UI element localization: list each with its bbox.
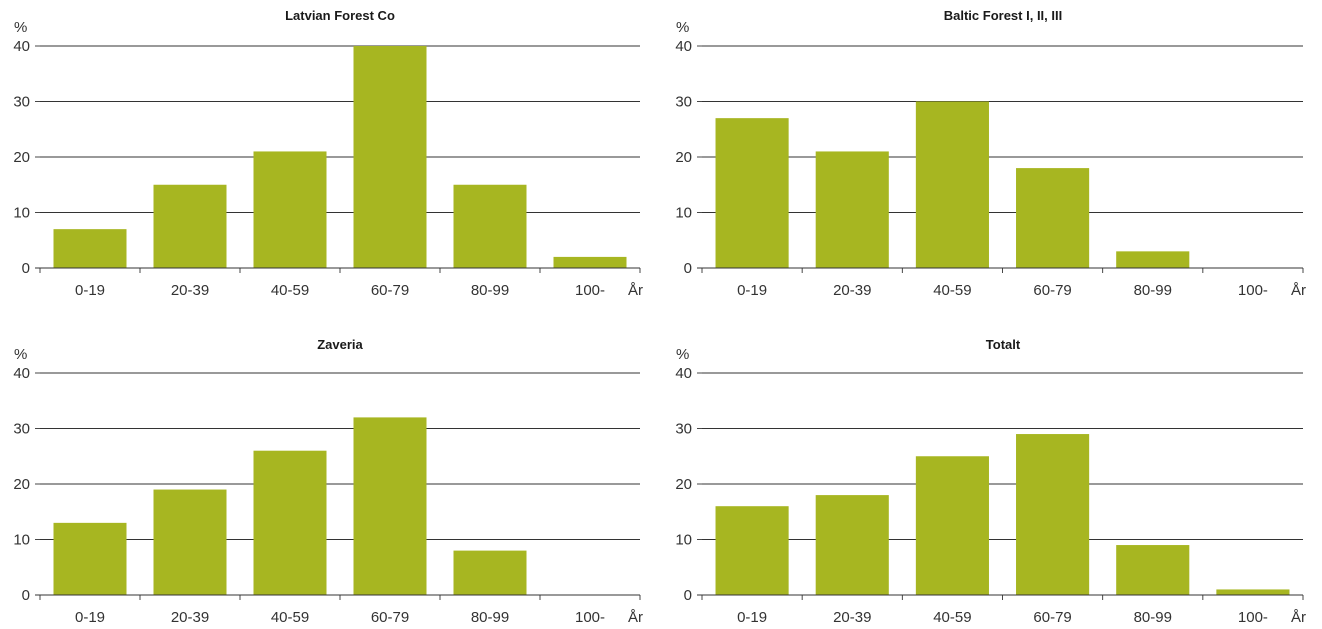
y-axis-unit-label: % <box>14 19 27 36</box>
chart-title: Zaveria <box>317 337 363 352</box>
bar-60-79 <box>353 417 427 595</box>
y-tick-label: 40 <box>675 365 692 382</box>
chart-panel-1: Latvian Forest Co% 0 10 20 30 40 0-19 20-39 40-5… <box>13 8 643 299</box>
bar-60-79 <box>1016 168 1090 268</box>
bar-40-59 <box>253 450 327 595</box>
x-tick-label: 0-19 <box>75 282 105 299</box>
bar-60-79 <box>353 46 427 268</box>
y-tick-label: 30 <box>13 421 30 438</box>
bar-20-39 <box>815 151 889 268</box>
bar-100- <box>1216 589 1290 595</box>
y-axis-unit-label: % <box>676 19 689 36</box>
x-tick-label: 40-59 <box>271 609 309 626</box>
y-tick-label: 10 <box>13 205 30 222</box>
x-tick-label: 60-79 <box>371 609 409 626</box>
x-tick-label: 100- <box>1238 282 1268 299</box>
y-tick-label: 20 <box>675 476 692 493</box>
y-tick-label: 40 <box>13 38 30 55</box>
bar-40-59 <box>915 101 989 268</box>
x-tick-label: 0-19 <box>737 282 767 299</box>
x-tick-label: 40-59 <box>933 282 971 299</box>
x-tick-label: 80-99 <box>471 282 509 299</box>
x-tick-label: 80-99 <box>1134 282 1172 299</box>
bar-0-19 <box>715 506 789 595</box>
bar-20-39 <box>153 184 227 268</box>
y-tick-label: 10 <box>675 205 692 222</box>
y-tick-label: 0 <box>22 260 30 277</box>
y-tick-label: 30 <box>675 94 692 111</box>
chart-panel-2: Baltic Forest I, II, III% 0 10 20 30 40 0-19 20… <box>675 8 1306 299</box>
bar-40-59 <box>253 151 327 268</box>
x-tick-label: 100- <box>575 282 605 299</box>
bar-100- <box>553 256 627 268</box>
x-tick-label: 40-59 <box>933 609 971 626</box>
x-tick-label: 60-79 <box>1033 609 1071 626</box>
x-axis-unit-label: År <box>628 609 643 626</box>
y-axis-unit-label: % <box>14 346 27 363</box>
y-tick-label: 40 <box>13 365 30 382</box>
x-axis-unit-label: År <box>628 282 643 299</box>
bar-60-79 <box>1016 434 1090 595</box>
bar-20-39 <box>153 489 227 595</box>
x-axis-unit-label: År <box>1291 282 1306 299</box>
chart-panel-3: Zaveria% 0 10 20 30 40 0-19 20-39 40-59 60-79 80-9… <box>13 337 643 626</box>
x-tick-label: 80-99 <box>1134 609 1172 626</box>
bar-80-99 <box>453 550 527 595</box>
y-tick-label: 30 <box>675 421 692 438</box>
x-tick-label: 0-19 <box>75 609 105 626</box>
x-tick-label: 80-99 <box>471 609 509 626</box>
x-tick-label: 20-39 <box>833 282 871 299</box>
x-tick-label: 20-39 <box>171 282 209 299</box>
chart-title: Totalt <box>986 337 1021 352</box>
y-tick-label: 20 <box>675 149 692 166</box>
y-tick-label: 20 <box>13 476 30 493</box>
x-tick-label: 60-79 <box>1033 282 1071 299</box>
y-tick-label: 0 <box>684 587 692 604</box>
y-tick-label: 10 <box>13 532 30 549</box>
chart-title: Latvian Forest Co <box>285 8 395 23</box>
chart-title: Baltic Forest I, II, III <box>944 8 1062 23</box>
bar-0-19 <box>53 229 127 268</box>
y-tick-label: 20 <box>13 149 30 166</box>
x-axis-unit-label: År <box>1291 609 1306 626</box>
bar-80-99 <box>453 184 527 268</box>
bar-80-99 <box>1116 545 1190 595</box>
y-tick-label: 0 <box>22 587 30 604</box>
x-tick-label: 0-19 <box>737 609 767 626</box>
x-tick-label: 60-79 <box>371 282 409 299</box>
y-tick-label: 0 <box>684 260 692 277</box>
x-tick-label: 40-59 <box>271 282 309 299</box>
chart-panel-4: Totalt% 0 10 20 30 40 0-19 20-39 40-59 60-79 80-99… <box>675 337 1306 626</box>
bar-80-99 <box>1116 251 1190 268</box>
y-tick-label: 10 <box>675 532 692 549</box>
x-tick-label: 100- <box>1238 609 1268 626</box>
y-axis-unit-label: % <box>676 346 689 363</box>
x-tick-label: 100- <box>575 609 605 626</box>
x-tick-label: 20-39 <box>833 609 871 626</box>
bar-20-39 <box>815 495 889 595</box>
bar-40-59 <box>915 456 989 595</box>
bar-0-19 <box>53 522 127 595</box>
y-tick-label: 40 <box>675 38 692 55</box>
bar-0-19 <box>715 118 789 269</box>
x-tick-label: 20-39 <box>171 609 209 626</box>
y-tick-label: 30 <box>13 94 30 111</box>
